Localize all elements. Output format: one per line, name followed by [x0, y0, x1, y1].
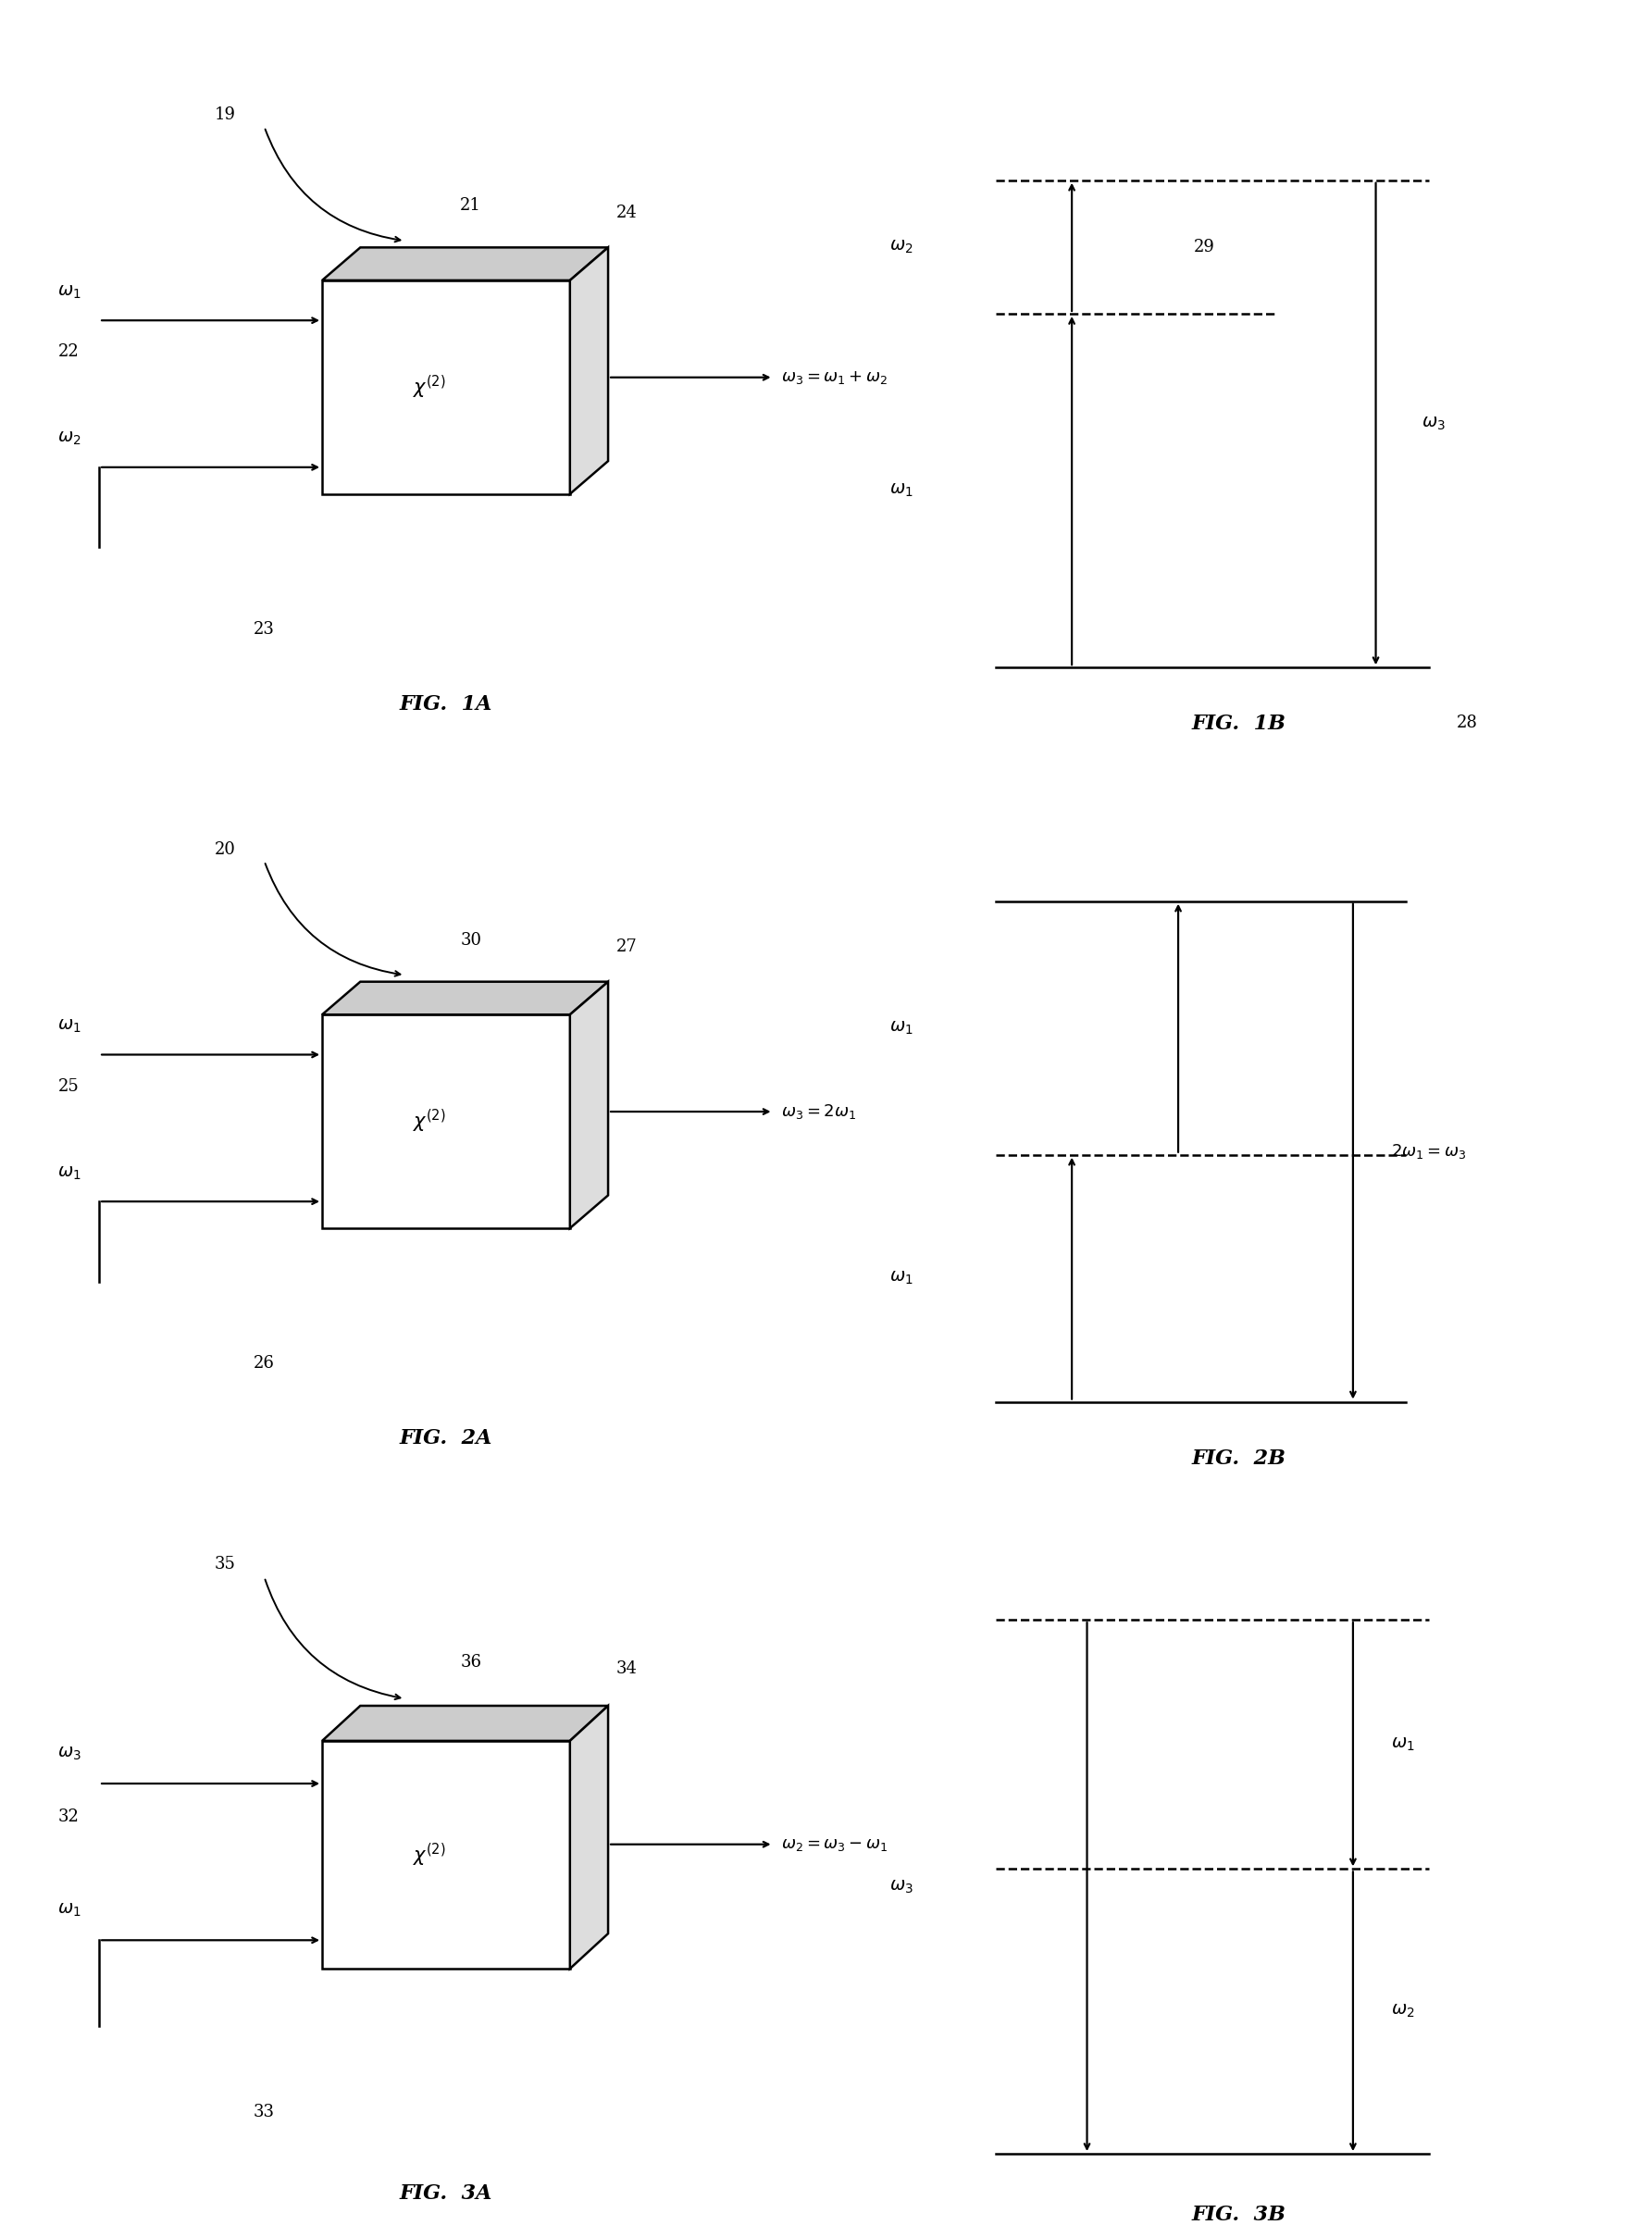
Text: 28: 28 [1457, 714, 1477, 730]
Text: $\chi^{(2)}$: $\chi^{(2)}$ [413, 1842, 446, 1869]
Polygon shape [322, 247, 608, 280]
Polygon shape [322, 981, 608, 1015]
Text: 34: 34 [616, 1660, 638, 1678]
Polygon shape [570, 247, 608, 494]
Polygon shape [322, 1740, 570, 1969]
Text: $\omega_1$: $\omega_1$ [889, 1019, 914, 1037]
Text: $\omega_1$: $\omega_1$ [58, 283, 81, 300]
Text: $\omega_1$: $\omega_1$ [58, 1017, 81, 1035]
Text: FIG.  3A: FIG. 3A [400, 2183, 492, 2203]
Text: $\omega_2$: $\omega_2$ [889, 238, 914, 256]
Text: $\omega_3$: $\omega_3$ [889, 1878, 914, 1896]
Text: $\chi^{(2)}$: $\chi^{(2)}$ [413, 374, 446, 400]
Text: 22: 22 [58, 343, 79, 360]
Text: 20: 20 [215, 841, 236, 857]
Text: $\omega_1$: $\omega_1$ [889, 483, 914, 498]
Text: $\omega_2$: $\omega_2$ [1391, 2002, 1414, 2020]
Text: $\chi^{(2)}$: $\chi^{(2)}$ [413, 1108, 446, 1135]
Text: $\omega_2$: $\omega_2$ [58, 429, 81, 447]
Text: 26: 26 [254, 1355, 274, 1371]
Text: 33: 33 [254, 2105, 274, 2120]
Text: $\omega_3 = 2\omega_1$: $\omega_3 = 2\omega_1$ [781, 1101, 857, 1121]
Text: 25: 25 [58, 1079, 79, 1095]
Text: $\omega_1$: $\omega_1$ [58, 1164, 81, 1181]
Text: $2\omega_1 = \omega_3$: $2\omega_1 = \omega_3$ [1391, 1141, 1465, 1161]
Text: 23: 23 [254, 621, 274, 636]
Text: 36: 36 [461, 1653, 481, 1671]
Text: $\omega_1$: $\omega_1$ [58, 1902, 81, 1918]
Text: 24: 24 [616, 205, 638, 220]
Text: FIG.  1B: FIG. 1B [1191, 714, 1287, 734]
Polygon shape [322, 280, 570, 494]
Text: FIG.  2A: FIG. 2A [400, 1428, 492, 1448]
Text: $\omega_3 = \omega_1 + \omega_2$: $\omega_3 = \omega_1 + \omega_2$ [781, 369, 889, 385]
Text: 29: 29 [1193, 238, 1214, 256]
Text: FIG.  1A: FIG. 1A [400, 694, 492, 714]
Text: $\omega_3$: $\omega_3$ [58, 1744, 81, 1762]
Text: 21: 21 [461, 198, 481, 214]
Polygon shape [570, 1707, 608, 1969]
Polygon shape [570, 981, 608, 1228]
Text: $\omega_1$: $\omega_1$ [889, 1270, 914, 1286]
Text: 27: 27 [616, 939, 638, 955]
Polygon shape [322, 1707, 608, 1740]
Polygon shape [322, 1015, 570, 1228]
Text: FIG.  3B: FIG. 3B [1191, 2205, 1287, 2225]
Text: 19: 19 [215, 107, 236, 122]
Text: 32: 32 [58, 1809, 79, 1824]
Text: $\omega_2 = \omega_3 - \omega_1$: $\omega_2 = \omega_3 - \omega_1$ [781, 1836, 889, 1853]
Text: 35: 35 [215, 1555, 236, 1573]
Text: $\omega_1$: $\omega_1$ [1391, 1736, 1414, 1753]
Text: FIG.  2B: FIG. 2B [1191, 1448, 1287, 1468]
Text: 30: 30 [461, 932, 481, 948]
Text: $\omega_3$: $\omega_3$ [1421, 416, 1446, 432]
